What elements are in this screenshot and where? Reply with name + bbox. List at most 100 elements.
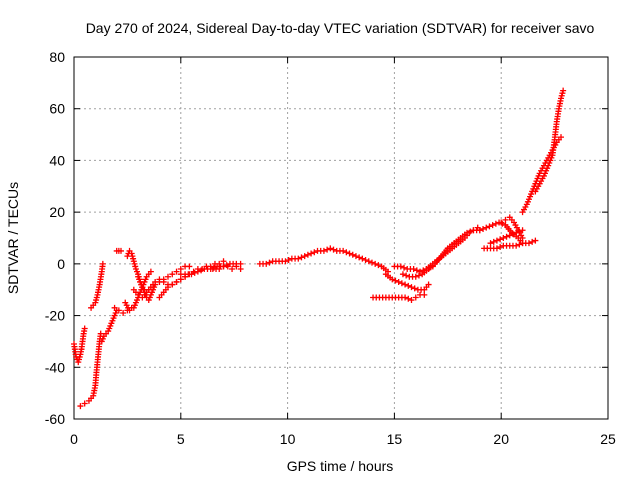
data-point-fill [415, 272, 422, 279]
data-point [365, 258, 372, 265]
data-point [120, 309, 127, 316]
data-point [99, 260, 106, 267]
data-point [160, 278, 167, 285]
data-point [425, 281, 432, 288]
data-point-fill [324, 246, 331, 253]
x-tick-label: 25 [600, 431, 616, 447]
data-point [81, 325, 88, 332]
data-point [397, 263, 404, 270]
data-point-fill [285, 256, 292, 263]
axis-ticks: 0 5 10 15 20 25 -60 -40 -20 0 20 40 60 80 [45, 49, 616, 447]
y-tick-label: 0 [57, 256, 65, 272]
data-point [152, 278, 159, 285]
data-point [173, 278, 180, 285]
data-point [164, 284, 171, 291]
data-point [135, 291, 142, 298]
data-point [340, 247, 347, 254]
data-point [229, 266, 236, 273]
data-point [177, 266, 184, 273]
data-point [233, 263, 240, 270]
y-tick-label: -40 [45, 359, 65, 375]
data-point [194, 268, 201, 275]
data-point [301, 253, 308, 260]
data-point-fill [398, 280, 405, 287]
x-axis-label: GPS time / hours [287, 458, 394, 474]
data-point [308, 250, 315, 257]
data-point-fill [401, 264, 408, 271]
data-marks [71, 87, 567, 410]
data-point [421, 291, 428, 298]
data-point-fill [497, 236, 504, 243]
data-point [224, 263, 231, 270]
y-tick-label: -60 [45, 411, 65, 427]
data-point [147, 268, 154, 275]
data-point-fill [480, 225, 487, 232]
x-tick-label: 10 [280, 431, 296, 447]
data-point [464, 229, 471, 236]
data-point [483, 224, 490, 231]
data-point [513, 242, 520, 249]
data-point [408, 297, 415, 304]
data-point-fill [411, 285, 418, 292]
data-point [126, 307, 133, 314]
data-point [111, 304, 118, 311]
data-point [156, 276, 163, 283]
data-point-fill [368, 259, 375, 266]
data-point-fill [330, 246, 337, 253]
data-point-fill [375, 262, 382, 269]
y-tick-label: 80 [49, 49, 65, 65]
x-tick-label: 5 [177, 431, 185, 447]
y-tick-label: 60 [49, 101, 65, 117]
data-point-fill [198, 267, 205, 274]
data-point [487, 240, 494, 247]
data-point-fill [392, 277, 399, 284]
data-point [77, 403, 84, 410]
data-point [399, 271, 406, 278]
data-point [327, 245, 334, 252]
data-point [216, 266, 223, 273]
data-point [97, 330, 104, 337]
data-point-fill [362, 256, 369, 263]
y-tick-label: -20 [45, 308, 65, 324]
data-point [359, 255, 366, 262]
data-point [402, 281, 409, 288]
data-point-fill [467, 228, 474, 235]
data-point-fill [223, 262, 230, 269]
data-point [295, 255, 302, 262]
data-point [186, 263, 193, 270]
data-point [412, 294, 419, 301]
data-point [532, 237, 539, 244]
data-point [502, 216, 509, 223]
data-point-fill [349, 251, 356, 258]
data-point [410, 266, 417, 273]
y-axis-label: SDTVAR / TECUs [5, 182, 21, 294]
data-point-fill [492, 220, 499, 227]
data-point-fill [405, 295, 412, 302]
data-point [169, 281, 176, 288]
data-point-fill [529, 238, 536, 245]
y-tick-label: 20 [49, 204, 65, 220]
data-point [372, 260, 379, 267]
plot-frame [73, 56, 609, 420]
data-point-fill [356, 254, 363, 261]
data-point [395, 278, 402, 285]
data-point [220, 258, 227, 265]
data-point-fill [497, 244, 504, 251]
data-point [346, 250, 353, 257]
data-point [525, 240, 532, 247]
data-point-fill [405, 282, 412, 289]
data-point-fill [298, 254, 305, 261]
data-point [173, 268, 180, 275]
grid [74, 57, 608, 419]
data-point-fill [509, 231, 516, 238]
data-point-fill [191, 269, 198, 276]
data-point [320, 247, 327, 254]
data-point [389, 276, 396, 283]
data-point [237, 260, 244, 267]
y-tick-label: 40 [49, 152, 65, 168]
data-point [352, 253, 359, 260]
x-tick-label: 15 [387, 431, 403, 447]
data-point [560, 87, 567, 94]
data-point-fill [503, 233, 510, 240]
